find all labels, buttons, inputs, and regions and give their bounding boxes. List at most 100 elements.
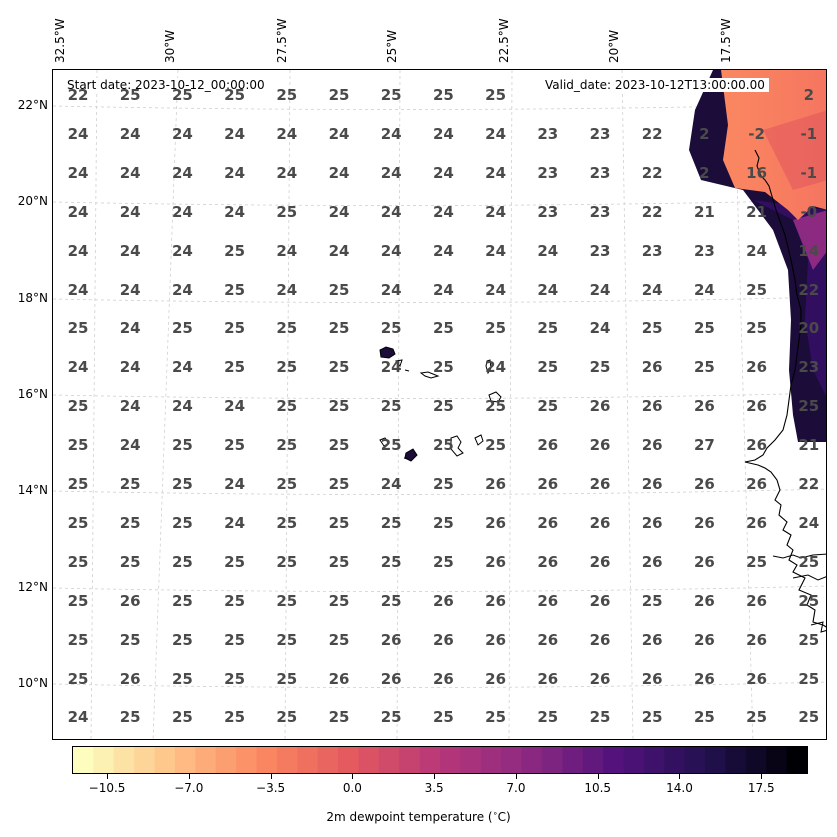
grid-value: 25	[276, 202, 298, 221]
colorbar-tick-label: −3.5	[256, 781, 286, 795]
lon-label-32-5w: 32.5°W	[53, 18, 67, 63]
grid-value: 25	[380, 591, 402, 610]
grid-value: 25	[67, 591, 89, 610]
colorbar-tick-label: 3.5	[424, 781, 444, 795]
lat-label-20n: 20°N	[17, 194, 48, 208]
lat-label-14n: 14°N	[17, 483, 48, 497]
grid-value: 25	[380, 513, 402, 532]
grid-value: 22	[641, 163, 663, 182]
grid-value: 24	[119, 280, 141, 299]
grid-value: 24	[485, 241, 507, 260]
colorbar-tick	[107, 774, 109, 779]
grid-value: 26	[589, 397, 611, 416]
grid-value: 26	[432, 669, 454, 688]
colorbar-segment	[419, 747, 441, 773]
grid-value: 24	[67, 163, 89, 182]
grid-value: 25	[432, 319, 454, 338]
colorbar-segment	[684, 747, 706, 773]
colorbar-tick-label: 17.5	[747, 781, 775, 795]
grid-value: 23	[641, 241, 663, 260]
grid-value: 25	[432, 86, 454, 104]
colorbar-segment	[603, 747, 624, 773]
grid-value: 26	[380, 669, 402, 688]
grid-value: 25	[746, 280, 768, 299]
grid-value: 25	[67, 513, 89, 532]
grid-value: 25	[693, 708, 715, 727]
grid-value: 23	[537, 163, 559, 182]
colorbar-tick	[188, 774, 190, 779]
grid-value: 24	[171, 163, 193, 182]
grid-value: 26	[485, 475, 507, 493]
grid-value: 26	[746, 591, 768, 610]
grid-value: 26	[641, 436, 663, 455]
grid-value: 25	[67, 475, 89, 493]
colorbar-segment	[562, 747, 584, 773]
colorbar-label: 2m dewpoint temperature (∘C)	[326, 809, 511, 824]
grid-value: 22	[798, 475, 820, 493]
colorbar-tick	[352, 774, 354, 779]
grid-value: 26	[693, 552, 715, 571]
grid-value: 25	[432, 397, 454, 416]
lat-label-18n: 18°N	[17, 291, 48, 305]
grid-value: 24	[67, 202, 89, 221]
colorbar-segment	[664, 747, 686, 773]
lon-label-27-5w: 27.5°W	[275, 18, 289, 63]
grid-value: 26	[693, 397, 715, 416]
grid-value: 25	[798, 591, 820, 610]
grid-value: 25	[119, 513, 141, 532]
grid-value: 25	[328, 86, 350, 104]
grid-value: 26	[119, 591, 141, 610]
grid-value: 24	[119, 397, 141, 416]
grid-value: 25	[276, 630, 298, 649]
grid-value: 25	[432, 358, 454, 377]
grid-value: 25	[67, 669, 89, 688]
grid-value: 25	[380, 397, 402, 416]
grid-value: 25	[276, 358, 298, 377]
grid-value: 25	[328, 513, 350, 532]
colorbar-segment	[643, 747, 665, 773]
grid-value: 2	[699, 124, 710, 143]
colorbar-segment	[73, 747, 94, 773]
grid-value: 21	[746, 202, 768, 221]
grid-value: 25	[380, 319, 402, 338]
grid-value: 25	[485, 397, 507, 416]
grid-value: 25	[67, 397, 89, 416]
grid-value: 25	[119, 475, 141, 493]
grid-value: 25	[328, 552, 350, 571]
grid-value: 24	[171, 397, 193, 416]
grid-value: 23	[589, 163, 611, 182]
grid-value: 26	[589, 436, 611, 455]
grid-value: 25	[276, 591, 298, 610]
grid-value: 25	[171, 513, 193, 532]
colorbar-segment	[460, 747, 482, 773]
grid-value: 25	[432, 708, 454, 727]
grid-value: 25	[485, 86, 507, 104]
grid-value: 25	[171, 552, 193, 571]
grid-value: 25	[224, 669, 246, 688]
grid-value: 24	[380, 202, 402, 221]
grid-value: 24	[224, 202, 246, 221]
grid-value: 27	[693, 436, 715, 455]
grid-value: 25	[276, 513, 298, 532]
colorbar-segment	[195, 747, 217, 773]
grid-value: 22	[798, 280, 820, 299]
grid-value: 24	[380, 475, 402, 493]
grid-value: 24	[67, 708, 89, 727]
grid-value: 25	[380, 552, 402, 571]
grid-value: 23	[693, 241, 715, 260]
grid-value: 25	[328, 397, 350, 416]
grid-value: 24	[432, 280, 454, 299]
grid-value: 26	[641, 513, 663, 532]
grid-value: 26	[537, 669, 559, 688]
lat-label-12n: 12°N	[17, 580, 48, 594]
grid-value: 26	[485, 591, 507, 610]
grid-value: 24	[798, 513, 820, 532]
grid-value: 25	[276, 319, 298, 338]
colorbar-segment	[399, 747, 421, 773]
colorbar-segment	[725, 747, 747, 773]
grid-value: 24	[328, 241, 350, 260]
grid-value: 24	[224, 124, 246, 143]
grid-value: 14	[798, 241, 820, 260]
grid-value: 24	[485, 358, 507, 377]
grid-value: 26	[746, 669, 768, 688]
